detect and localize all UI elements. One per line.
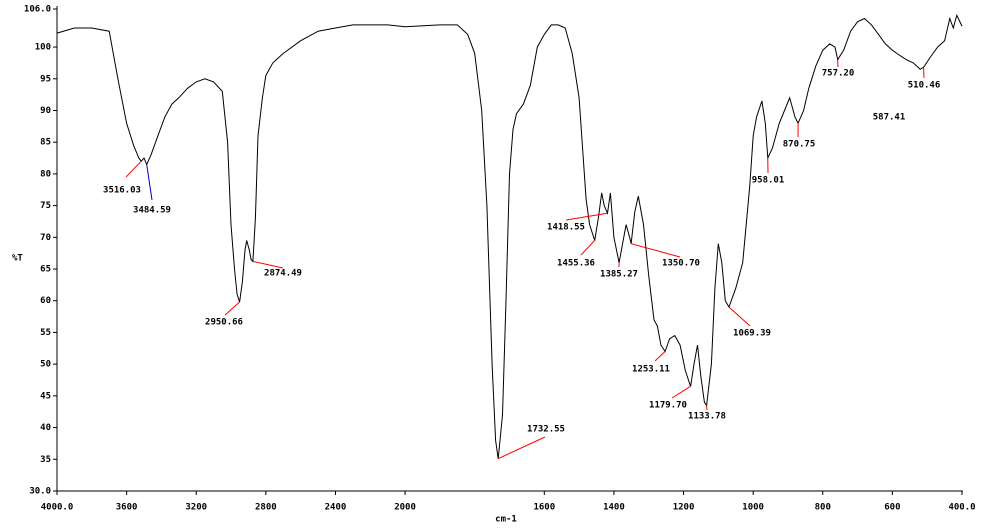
y-tick-label: 55 xyxy=(40,328,51,338)
x-tick-label: 1600 xyxy=(533,503,555,513)
peak-label: 1350.70 xyxy=(662,259,700,269)
peak-marker xyxy=(580,240,596,256)
y-axis-label: %T xyxy=(12,254,23,264)
y-tick-label: 50 xyxy=(40,360,51,370)
x-tick-label: 1000 xyxy=(742,503,764,513)
peak-marker xyxy=(497,436,546,460)
peak-marker xyxy=(630,243,681,258)
x-tick-label: 1200 xyxy=(673,503,695,513)
x-tick-label: 1400 xyxy=(603,503,625,513)
peak-label: 958.01 xyxy=(752,176,785,186)
peak-label: 757.20 xyxy=(822,69,855,79)
y-tick-label: 80 xyxy=(40,169,51,179)
y-tick-label: 35 xyxy=(40,455,51,465)
x-tick-label: 3600 xyxy=(116,503,138,513)
peak-marker xyxy=(654,351,666,362)
peak-label: 2874.49 xyxy=(264,269,302,279)
peak-label: 510.46 xyxy=(908,81,941,91)
x-axis-label: cm-1 xyxy=(495,515,517,525)
peak-label: 2950.66 xyxy=(205,318,243,328)
x-tick-label: 2800 xyxy=(255,503,277,513)
y-tick-label: 75 xyxy=(40,201,51,211)
y-tick-label: 70 xyxy=(40,233,51,243)
peak-label: 3516.03 xyxy=(103,186,141,196)
x-tick-label: 2000 xyxy=(394,503,416,513)
x-tick-label: 600 xyxy=(884,503,900,513)
peak-label: 3484.59 xyxy=(133,206,171,216)
peak-marker xyxy=(671,385,691,399)
peak-marker xyxy=(252,260,284,269)
peak-marker xyxy=(224,301,240,316)
peak-marker xyxy=(565,212,608,221)
y-tick-label: 65 xyxy=(40,265,51,275)
peak-label: 1069.39 xyxy=(733,329,771,339)
y-tick-label: 30.0 xyxy=(29,487,51,497)
x-tick-label: 2400 xyxy=(325,503,347,513)
x-tick-label: 3200 xyxy=(185,503,207,513)
y-tick-label: 40 xyxy=(40,423,51,433)
peak-label: 1732.55 xyxy=(527,425,565,435)
peak-label: 1133.78 xyxy=(688,412,726,422)
x-tick-label: 4000.0 xyxy=(41,503,74,513)
peak-marker xyxy=(125,160,142,178)
y-tick-label: 85 xyxy=(40,138,51,148)
x-tick-label: 400.0 xyxy=(948,503,975,513)
y-tick-label: 45 xyxy=(40,391,51,401)
peak-marker xyxy=(146,164,153,201)
peak-label: 1253.11 xyxy=(632,365,670,375)
spectrum-line xyxy=(56,13,963,459)
peak-label: 1385.27 xyxy=(600,270,638,280)
peak-label: 870.75 xyxy=(783,140,816,150)
peak-marker xyxy=(728,306,751,327)
peak-label: 1418.55 xyxy=(547,223,585,233)
y-tick-label: 90 xyxy=(40,106,51,116)
y-tick-label: 106.0 xyxy=(24,5,51,15)
y-tick-label: 60 xyxy=(40,296,51,306)
peak-label: 587.41 xyxy=(873,113,906,123)
x-tick-label: 800 xyxy=(815,503,831,513)
y-tick-label: 95 xyxy=(40,74,51,84)
peak-label: 1179.70 xyxy=(649,401,687,411)
y-tick-label: 100 xyxy=(35,43,51,53)
peak-label: 1455.36 xyxy=(557,259,595,269)
